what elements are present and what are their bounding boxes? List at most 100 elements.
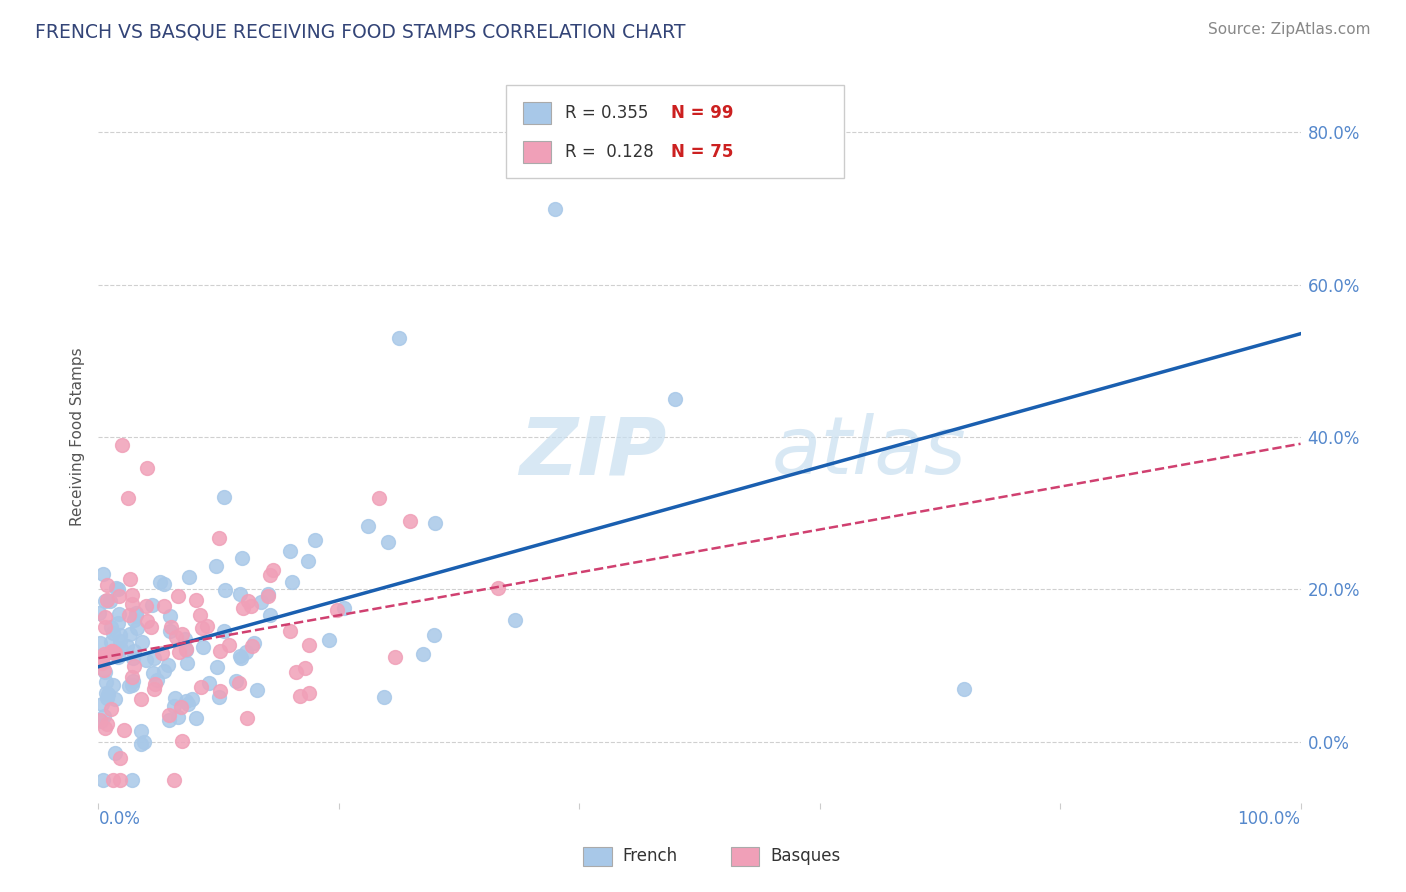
Point bbox=[174, 641, 197, 656]
Point bbox=[288, 689, 311, 703]
Point bbox=[107, 582, 129, 597]
Point bbox=[163, 690, 186, 705]
Point bbox=[90, 653, 112, 667]
Point bbox=[166, 589, 188, 603]
Point bbox=[117, 491, 139, 505]
Point bbox=[281, 575, 304, 590]
Point bbox=[129, 691, 152, 706]
Point bbox=[163, 772, 186, 787]
Point bbox=[129, 724, 152, 739]
Point bbox=[373, 690, 395, 705]
Point bbox=[235, 645, 257, 659]
Text: Source: ZipAtlas.com: Source: ZipAtlas.com bbox=[1208, 22, 1371, 37]
Point bbox=[250, 595, 273, 609]
Point bbox=[167, 645, 190, 659]
Point bbox=[96, 593, 118, 607]
Point bbox=[163, 698, 186, 713]
Point bbox=[111, 438, 134, 452]
Point bbox=[107, 616, 129, 631]
Point bbox=[152, 599, 174, 614]
Point bbox=[141, 599, 163, 613]
Point bbox=[107, 650, 129, 665]
Point bbox=[98, 594, 121, 608]
Point bbox=[425, 516, 447, 531]
Point bbox=[90, 714, 112, 728]
Point bbox=[97, 688, 120, 702]
Point bbox=[101, 626, 124, 640]
Point bbox=[262, 563, 284, 577]
Point bbox=[122, 643, 145, 657]
Point bbox=[181, 691, 204, 706]
Point bbox=[135, 460, 157, 475]
Point bbox=[129, 737, 152, 751]
Point bbox=[257, 589, 280, 603]
Point bbox=[209, 684, 232, 698]
Point bbox=[91, 772, 114, 787]
Point bbox=[188, 607, 211, 622]
Point bbox=[124, 613, 146, 627]
Point bbox=[142, 666, 165, 681]
Point bbox=[166, 710, 188, 724]
Point bbox=[664, 392, 686, 406]
Point bbox=[108, 589, 131, 603]
Point bbox=[118, 679, 141, 693]
Point bbox=[94, 609, 117, 624]
Point bbox=[285, 665, 308, 679]
Point bbox=[93, 663, 115, 677]
Point bbox=[135, 653, 157, 667]
Point bbox=[100, 635, 122, 649]
Point bbox=[101, 644, 124, 658]
Point bbox=[135, 599, 157, 613]
Point bbox=[298, 638, 321, 652]
Point bbox=[184, 593, 207, 607]
Point bbox=[108, 634, 131, 648]
Point bbox=[121, 597, 143, 611]
Point bbox=[157, 714, 180, 728]
Point bbox=[236, 711, 259, 725]
Point bbox=[132, 735, 155, 749]
Point bbox=[94, 685, 117, 699]
Point bbox=[240, 599, 263, 613]
Point bbox=[110, 641, 132, 656]
Point bbox=[125, 607, 148, 622]
Point bbox=[190, 681, 212, 695]
Point bbox=[101, 678, 124, 692]
Point bbox=[170, 627, 193, 641]
Point bbox=[104, 646, 127, 660]
Point bbox=[108, 628, 131, 642]
Point bbox=[165, 631, 187, 645]
Point bbox=[246, 682, 269, 697]
Point bbox=[184, 710, 207, 724]
Point bbox=[174, 694, 197, 708]
Point bbox=[214, 582, 236, 597]
Text: R =  0.128: R = 0.128 bbox=[565, 144, 654, 161]
Point bbox=[170, 734, 193, 748]
Point bbox=[488, 581, 510, 595]
Point bbox=[89, 714, 111, 728]
Point bbox=[101, 644, 124, 658]
Point bbox=[177, 697, 200, 711]
Point bbox=[104, 747, 127, 761]
Point bbox=[96, 578, 118, 592]
Point bbox=[176, 656, 198, 670]
Point bbox=[304, 533, 326, 547]
Text: 0.0%: 0.0% bbox=[98, 811, 141, 829]
Point bbox=[94, 721, 117, 735]
Point bbox=[104, 691, 127, 706]
Text: N = 75: N = 75 bbox=[671, 144, 733, 161]
Text: N = 99: N = 99 bbox=[671, 103, 733, 122]
Point bbox=[212, 624, 235, 639]
Point bbox=[174, 642, 197, 657]
Point bbox=[231, 551, 253, 566]
Point bbox=[357, 519, 380, 533]
Point bbox=[243, 636, 266, 650]
Point bbox=[143, 677, 166, 691]
Point bbox=[297, 554, 319, 568]
Point bbox=[412, 647, 434, 661]
Point bbox=[105, 581, 128, 595]
Text: 100.0%: 100.0% bbox=[1237, 811, 1301, 829]
Point bbox=[91, 566, 114, 581]
Point bbox=[157, 708, 180, 723]
Point bbox=[240, 639, 263, 653]
Text: Basques: Basques bbox=[770, 847, 841, 865]
